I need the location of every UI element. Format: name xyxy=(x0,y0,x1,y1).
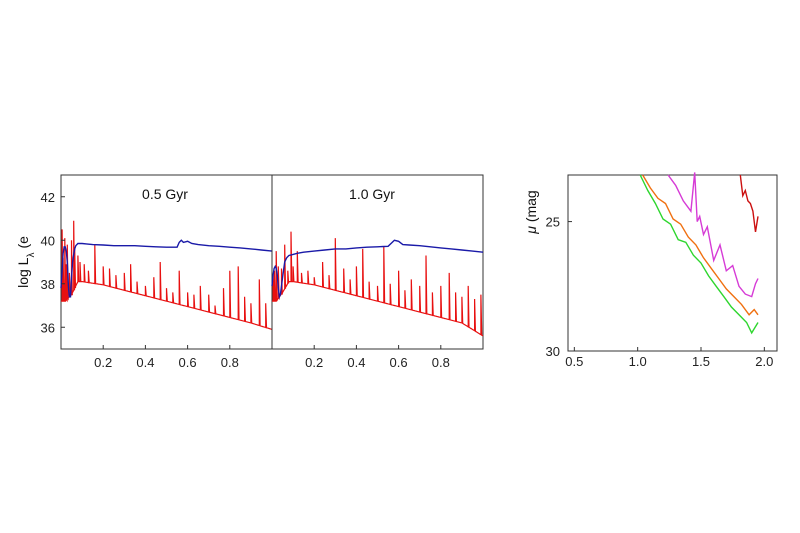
panel-0-5-gyr: 0.5 Gyr 36 38 40 42 0.2 0.4 0.6 0.8 xyxy=(41,174,273,370)
panel-2-title: 1.0 Gyr xyxy=(349,186,395,202)
x-tick-label: 0.2 xyxy=(94,355,112,370)
x-tick-label: 0.6 xyxy=(179,355,197,370)
y-tick-label: 36 xyxy=(41,320,55,335)
y-axis-label-luminosity: log Lλ (e xyxy=(15,236,37,288)
panel-3-series xyxy=(639,172,759,335)
panel-1-title: 0.5 Gyr xyxy=(142,186,188,202)
y-axis-label-mu: μ (mag xyxy=(523,190,539,234)
panel-1-y-ticks: 36 38 40 42 xyxy=(41,190,65,335)
panel-1-x-ticks: 0.2 0.4 0.6 0.8 xyxy=(94,345,239,370)
mu-series-line-1 xyxy=(667,172,759,298)
mu-x-tick-label: 2.0 xyxy=(755,354,773,369)
y-tick-label: 42 xyxy=(41,190,55,205)
mu-x-tick-label: 1.0 xyxy=(629,354,647,369)
red-spectrum-line xyxy=(61,220,273,330)
mu-series-line-3 xyxy=(639,174,759,335)
blue-spectrum-line xyxy=(60,239,273,298)
mu-x-tick-label: 0.5 xyxy=(565,354,583,369)
panel-1-series xyxy=(60,220,273,330)
panel-2-series xyxy=(271,231,484,337)
y-label-mu-symbol: μ xyxy=(523,226,539,235)
panel-3-frame xyxy=(567,174,778,352)
panel-2-frame xyxy=(271,174,484,350)
x-tick-label: 0.8 xyxy=(221,355,239,370)
mu-y-tick-label: 25 xyxy=(546,215,560,230)
y-tick-label: 38 xyxy=(41,277,55,292)
y-label-unit: (e xyxy=(15,236,31,249)
panel-3-y-ticks: 25 30 xyxy=(546,215,572,359)
y-label-log-l: log L xyxy=(15,257,31,288)
mu-series-line-2 xyxy=(642,174,759,316)
panel-3-x-ticks: 0.5 1.0 1.5 2.0 xyxy=(565,347,773,369)
panel-1-0-gyr: 1.0 Gyr 0.2 0.4 0.6 0.8 xyxy=(271,174,484,370)
x-tick-label: 0.2 xyxy=(305,355,323,370)
x-tick-label: 0.8 xyxy=(432,355,450,370)
mu-y-tick-label: 30 xyxy=(546,344,560,359)
x-tick-label: 0.6 xyxy=(390,355,408,370)
panel-mu-mag: 25 30 0.5 1.0 1.5 2.0 xyxy=(546,172,778,369)
y-label-subscript: λ xyxy=(26,253,37,258)
y-tick-label: 40 xyxy=(41,233,55,248)
mu-x-tick-label: 1.5 xyxy=(692,354,710,369)
mu-series-line-0 xyxy=(739,174,759,233)
y-label-mu-rest: (mag xyxy=(523,190,539,226)
blue-spectrum-line xyxy=(271,239,484,300)
red-spectrum-line xyxy=(272,231,484,337)
x-tick-label: 0.4 xyxy=(347,355,365,370)
x-tick-label: 0.4 xyxy=(136,355,154,370)
panel-2-x-ticks: 0.2 0.4 0.6 0.8 xyxy=(305,345,450,370)
